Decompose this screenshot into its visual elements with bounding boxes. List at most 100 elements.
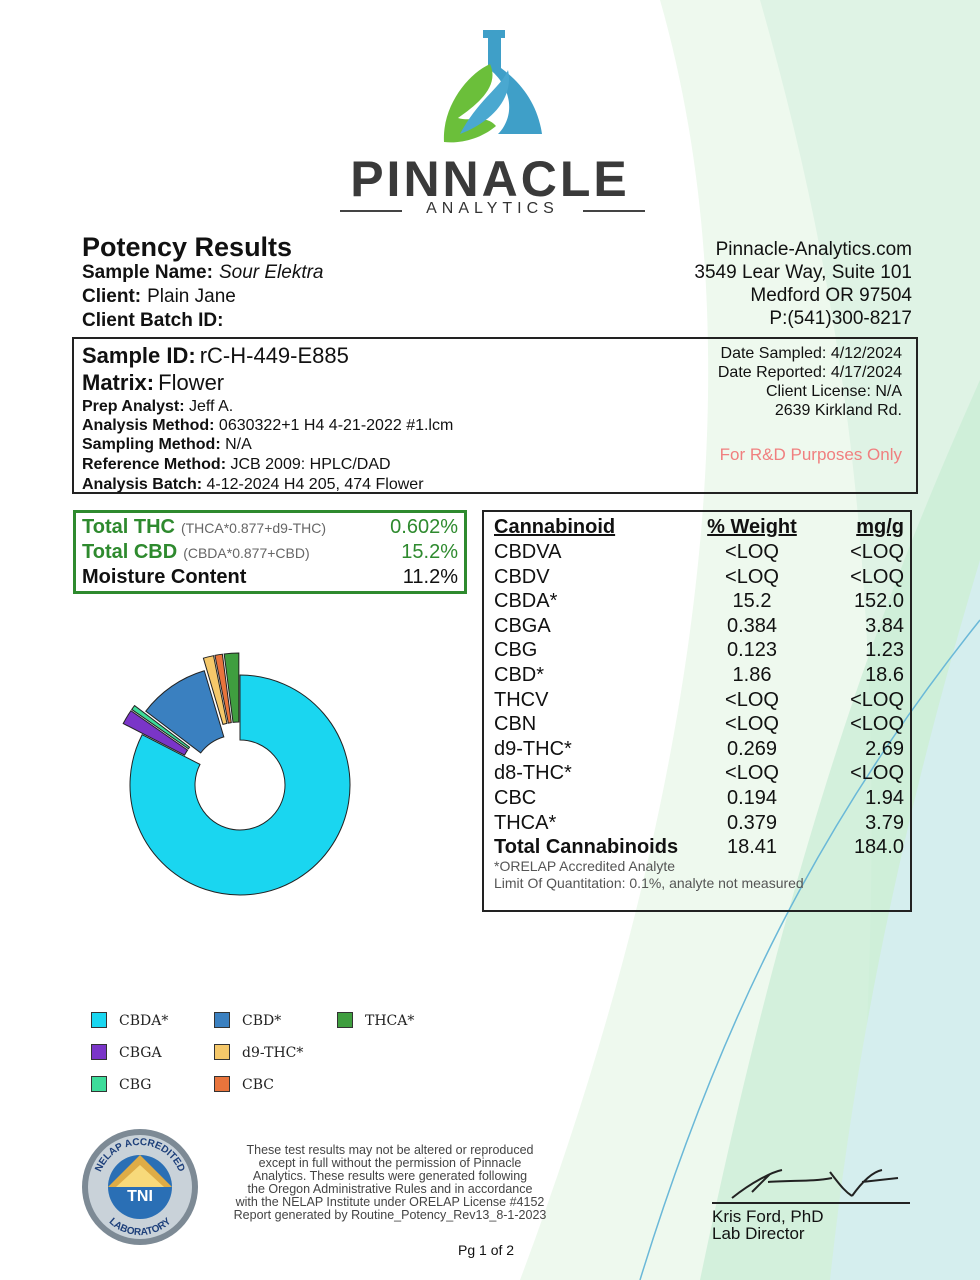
reference-method-label: Reference Method: [82, 456, 227, 473]
pie-slice-d9-thc [202, 655, 228, 725]
page-title: Potency Results [82, 232, 293, 262]
brand-rule-left [340, 210, 402, 212]
sample-dates: Date Sampled: 4/12/2024 Date Reported: 4… [718, 344, 902, 420]
total-thc-row: Total THC (THCA*0.877+d9-THC) 0.602% [82, 516, 458, 541]
cannabinoid-name: CBDV [494, 565, 550, 588]
sample-id-label: Sample ID: [82, 343, 196, 368]
pie-slice-cbda [129, 674, 351, 896]
flask-logo-icon [443, 30, 542, 143]
total-cbd-row: Total CBD (CBDA*0.877+CBD) 15.2% [82, 541, 458, 566]
cannabinoid-name: d8-THC* [494, 762, 572, 785]
director-title: Lab Director [712, 1224, 805, 1243]
moisture-label: Moisture Content [82, 566, 247, 588]
analysis-method-label: Analysis Method: [82, 417, 215, 434]
weight-percent: 1.86 [732, 664, 772, 686]
sample-name-value: Sour Elektra [218, 262, 324, 283]
table-row: CBGA 0.384 3.84 [494, 615, 904, 640]
page-number: Pg 1 of 2 [458, 1242, 515, 1258]
disclaimer-line: the Oregon Administrative Rules and in a… [247, 1182, 533, 1196]
legend-label: THCA* [365, 1013, 415, 1029]
legend-label: CBC [242, 1077, 274, 1093]
badge-sunburst-icon [108, 1155, 172, 1187]
table-row: THCA* 0.379 3.79 [494, 812, 904, 837]
analysis-method-value: 0630322+1 H4 4-21-2022 #1.lcm [218, 417, 454, 434]
license-address: 2639 Kirkland Rd. [774, 402, 902, 419]
signature-line [712, 1202, 910, 1204]
sample-id-value: rC-H-449-E885 [199, 343, 349, 368]
brand-subtitle: ANALYTICS [426, 200, 559, 217]
legend-label: CBG [119, 1077, 152, 1093]
table-note-loq: Limit Of Quantitation: 0.1%, analyte not… [494, 875, 804, 891]
pie-slice-cbg [131, 704, 191, 750]
moisture-value: 11.2% [402, 566, 458, 588]
table-row: CBD* 1.86 18.6 [494, 664, 904, 689]
mg-per-g: 3.84 [865, 614, 904, 637]
badge-center-text: TNI [127, 1188, 153, 1205]
mg-per-g: 152.0 [853, 590, 904, 613]
disclaimer-line: Analytics. These results were generated … [252, 1169, 528, 1183]
legend-swatch [91, 1012, 107, 1028]
weight-percent: 0.194 [726, 787, 778, 809]
cannabinoid-name: CBDVA [494, 541, 562, 563]
table-row: CBG 0.123 1.23 [494, 639, 904, 664]
weight-percent: <LOQ [725, 565, 779, 588]
total-weight: 18.41 [726, 836, 778, 858]
cannabinoid-name: CBD* [494, 664, 545, 686]
table-row: d8-THC* <LOQ <LOQ [494, 762, 904, 787]
mg-per-g: 2.69 [865, 737, 904, 760]
client-value: Plain Jane [147, 286, 236, 307]
mg-per-g: 1.94 [865, 787, 904, 809]
matrix-label: Matrix: [82, 370, 155, 395]
table-row: THCV <LOQ <LOQ [494, 689, 904, 714]
cannabinoid-name: CBDA* [494, 590, 558, 613]
cannabinoid-name: CBN [494, 713, 537, 736]
legend-item-cbd: CBD* [214, 1012, 281, 1029]
prep-analyst-label: Prep Analyst: [82, 398, 185, 415]
legend-item-cbg: CBG [91, 1076, 151, 1093]
client-license: Client License: N/A [765, 383, 902, 400]
rd-purposes-note: For R&D Purposes Only [719, 445, 902, 464]
cannabinoid-name: CBG [494, 639, 538, 662]
pie-slice-cbd [145, 670, 225, 754]
lab-phone: P:(541)300-8217 [769, 308, 912, 329]
disclaimer-line: except in full without the permission of… [258, 1156, 522, 1170]
disclaimer-line: Report generated by Routine_Potency_Rev1… [233, 1208, 547, 1222]
nelap-accreditation-badge: NELAP ACCREDITED TNI LABORATORY [82, 1129, 198, 1245]
date-sampled: Date Sampled: 4/12/2024 [720, 345, 902, 362]
client-row: Client: Plain Jane [82, 286, 236, 308]
weight-percent: 0.269 [726, 737, 778, 760]
legend-swatch [214, 1076, 230, 1092]
legend-swatch [214, 1044, 230, 1060]
table-header: Cannabinoid % Weight mg/g [494, 516, 904, 541]
legend-item-cbda: CBDA* [91, 1012, 168, 1029]
prep-analyst-row: Prep Analyst: Jeff A. [82, 398, 233, 416]
pie-slice-cbc [214, 653, 232, 724]
weight-percent: <LOQ [725, 541, 779, 563]
director-signature [731, 1169, 899, 1199]
analysis-batch-row: Analysis Batch: 4-12-2024 H4 205, 474 Fl… [82, 476, 424, 494]
analysis-batch-value: 4-12-2024 H4 205, 474 Flower [206, 476, 424, 493]
matrix-row: Matrix: Flower [82, 370, 224, 396]
total-cbd-label: Total CBD [82, 541, 178, 563]
reference-method-row: Reference Method: JCB 2009: HPLC/DAD [82, 456, 391, 474]
table-row: CBN <LOQ <LOQ [494, 713, 904, 738]
moisture-row: Moisture Content 11.2% [82, 566, 458, 591]
mg-per-g: <LOQ [850, 762, 904, 785]
legend-label: CBGA [119, 1045, 162, 1061]
brand-rule-right [583, 210, 645, 212]
legend-swatch [91, 1044, 107, 1060]
legend-swatch [91, 1076, 107, 1092]
cannabinoid-name: THCV [494, 688, 549, 711]
total-thc-label: Total THC [82, 516, 175, 538]
legend-item-thca: THCA* [337, 1012, 414, 1029]
header-weight: % Weight [707, 516, 797, 538]
total-cbd-value: 15.2% [401, 541, 458, 563]
client-batch-label: Client Batch ID: [82, 310, 224, 331]
mg-per-g: <LOQ [850, 541, 904, 563]
cannabinoid-name: d9-THC* [494, 737, 572, 760]
reference-method-value: JCB 2009: HPLC/DAD [230, 456, 391, 473]
legend-item-cbc: CBC [214, 1076, 274, 1093]
lab-director: Kris Ford, PhD Lab Director [712, 1208, 823, 1242]
table-row: CBDVA <LOQ <LOQ [494, 541, 904, 566]
legend-label: CBD* [242, 1013, 282, 1029]
